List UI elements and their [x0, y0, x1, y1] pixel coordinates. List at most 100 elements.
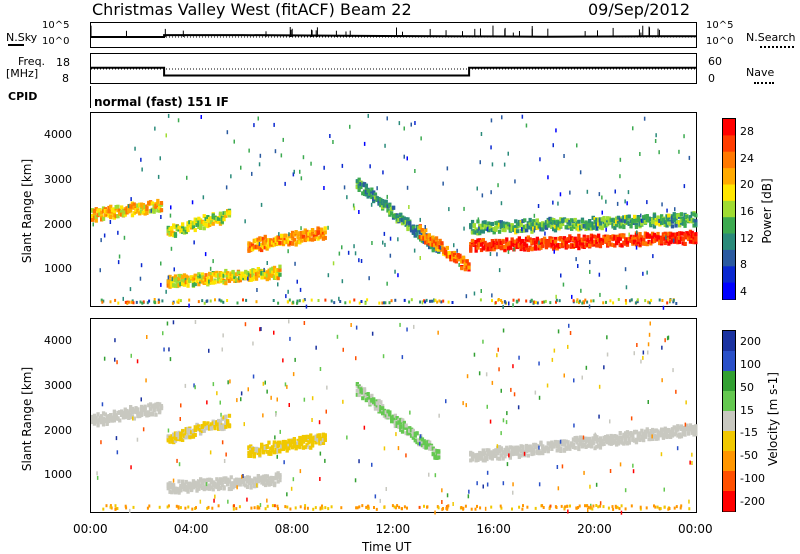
power-cell — [260, 248, 264, 253]
power-cell — [692, 240, 696, 245]
power-noise-cell — [248, 148, 250, 153]
power-near-range-cell — [161, 299, 164, 303]
velocity-cell — [494, 454, 498, 459]
velocity-cell — [318, 433, 322, 438]
velocity-cell — [368, 395, 372, 400]
velocity-cell — [496, 451, 500, 456]
power-cell — [573, 217, 577, 222]
velocity-cell — [406, 428, 410, 433]
power-cell — [197, 282, 201, 287]
power-cell — [595, 243, 599, 248]
power-cell — [357, 188, 361, 192]
power-cell — [510, 237, 514, 242]
velocity-noise-cell — [114, 338, 116, 343]
power-noise-cell — [439, 245, 442, 250]
power-noise-cell — [193, 240, 195, 245]
power-cell — [158, 208, 162, 213]
velocity-cell — [582, 438, 586, 443]
velocity-near-range-cell — [442, 507, 444, 510]
velocity-cell — [224, 421, 228, 425]
power-cell — [573, 222, 577, 227]
velocity-cell — [314, 434, 318, 439]
velocity-noise-cell — [569, 331, 572, 335]
power-cell — [670, 232, 675, 237]
power-cell — [533, 246, 538, 251]
velocity-near-range-cell — [403, 505, 406, 509]
velocity-near-range-cell — [233, 504, 235, 508]
velocity-near-range-cell — [109, 504, 112, 508]
velocity-cell — [670, 431, 675, 436]
power-cell — [188, 277, 192, 282]
velocity-cell — [562, 439, 567, 444]
power-near-range-cell — [636, 300, 639, 304]
power-noise-cell — [538, 240, 540, 245]
velocity-cell — [651, 427, 655, 432]
power-cell — [638, 232, 642, 236]
velocity-noise-cell — [437, 330, 439, 335]
power-cell — [631, 239, 635, 244]
power-cell — [694, 232, 698, 237]
velocity-near-range-cell — [680, 504, 683, 508]
power-cell — [577, 236, 581, 241]
power-cell — [141, 210, 145, 215]
power-noise-cell — [247, 276, 249, 281]
velocity-cell — [231, 485, 235, 490]
velocity-cell — [166, 482, 170, 487]
velocity-cell — [404, 425, 408, 430]
velocity-near-range-cell — [668, 507, 671, 510]
velocity-near-range-cell — [109, 505, 112, 509]
power-cell — [454, 255, 458, 259]
velocity-cell — [362, 392, 367, 397]
power-cell — [386, 208, 390, 213]
velocity-cell — [199, 427, 203, 432]
power-cell — [615, 223, 619, 228]
power-near-range-cell — [661, 299, 664, 302]
power-cell — [474, 239, 478, 244]
velocity-cell — [424, 441, 428, 446]
velocity-cell — [679, 427, 684, 431]
nsearch-tick-high: 10^5 — [706, 20, 734, 31]
velocity-cell — [564, 439, 568, 444]
power-noise-cell — [154, 126, 156, 131]
power-cell — [272, 237, 276, 242]
power-noise-cell — [489, 252, 492, 256]
velocity-cell — [296, 440, 300, 445]
power-cell — [672, 212, 676, 217]
velocity-noise-cell — [561, 464, 564, 469]
velocity-near-range-cell — [659, 507, 662, 511]
velocity-noise-cell — [129, 508, 131, 513]
power-cell — [613, 218, 617, 223]
velocity-cell — [148, 402, 153, 407]
power-noise-cell — [352, 203, 355, 208]
power-cell — [100, 217, 104, 222]
velocity-cell — [202, 485, 206, 490]
power-noise-cell — [167, 113, 170, 118]
power-cell — [409, 228, 414, 233]
power-cell — [530, 247, 534, 251]
power-cell — [254, 276, 259, 281]
velocity-noise-cell — [496, 444, 499, 449]
power-cell — [381, 203, 385, 207]
velocity-cell — [624, 431, 628, 436]
velocity-cell — [290, 439, 295, 444]
power-cell — [557, 221, 561, 226]
velocity-cell — [408, 428, 412, 433]
velocity-cell — [519, 449, 523, 453]
power-cell — [218, 211, 223, 216]
velocity-cell — [381, 406, 385, 411]
velocity-cell — [121, 414, 126, 419]
velocity-near-range-cell — [256, 506, 259, 510]
power-cell — [503, 245, 507, 249]
power-cell — [589, 240, 594, 244]
velocity-noise-cell — [276, 397, 278, 402]
velocity-cell — [542, 446, 547, 451]
power-cell — [633, 237, 637, 242]
power-cell — [611, 237, 615, 242]
velocity-cell — [96, 421, 100, 426]
power-cell — [676, 231, 680, 236]
velocity-cell — [428, 440, 432, 445]
velocity-cell — [224, 418, 228, 423]
velocity-cell — [218, 421, 223, 426]
velocity-cell — [206, 477, 210, 482]
velocity-near-range-cell — [564, 505, 567, 509]
